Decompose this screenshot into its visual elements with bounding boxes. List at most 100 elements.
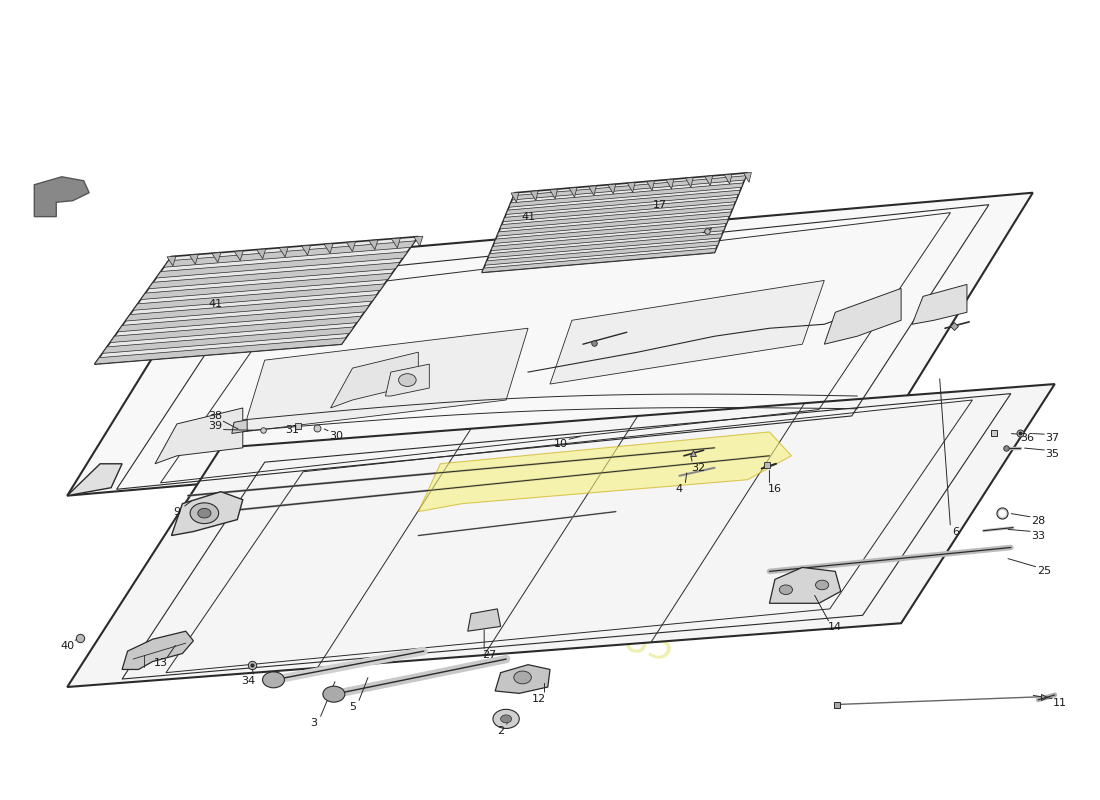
Text: a passion: a passion xyxy=(368,518,557,602)
Text: 6: 6 xyxy=(953,526,959,537)
Polygon shape xyxy=(148,262,400,289)
Polygon shape xyxy=(608,184,616,194)
Polygon shape xyxy=(141,273,393,299)
Text: 12: 12 xyxy=(532,694,546,704)
Polygon shape xyxy=(110,316,362,342)
Polygon shape xyxy=(499,205,735,229)
Text: 2: 2 xyxy=(497,726,504,736)
Polygon shape xyxy=(133,284,385,310)
Text: 40: 40 xyxy=(60,641,75,650)
Polygon shape xyxy=(705,176,713,186)
Polygon shape xyxy=(256,249,266,258)
Text: ces: ces xyxy=(586,366,800,514)
Polygon shape xyxy=(243,328,528,432)
Polygon shape xyxy=(569,187,576,198)
Polygon shape xyxy=(588,186,596,195)
Polygon shape xyxy=(744,173,751,182)
Polygon shape xyxy=(67,193,1033,496)
Polygon shape xyxy=(506,190,740,214)
Circle shape xyxy=(493,710,519,729)
Circle shape xyxy=(190,503,219,523)
Polygon shape xyxy=(102,327,354,354)
Text: 11: 11 xyxy=(1053,698,1067,708)
Text: 41: 41 xyxy=(521,212,535,222)
Polygon shape xyxy=(279,247,288,257)
Polygon shape xyxy=(368,240,378,250)
Polygon shape xyxy=(482,173,748,273)
Polygon shape xyxy=(155,408,243,464)
Text: 3: 3 xyxy=(310,718,318,728)
Text: 13: 13 xyxy=(154,658,167,668)
Text: 4: 4 xyxy=(675,484,683,494)
Circle shape xyxy=(500,715,512,723)
Polygon shape xyxy=(234,250,243,261)
Circle shape xyxy=(323,686,344,702)
Text: 31: 31 xyxy=(285,426,299,435)
Polygon shape xyxy=(95,338,346,364)
Polygon shape xyxy=(530,190,538,201)
Text: 25: 25 xyxy=(1036,566,1050,577)
Text: 39: 39 xyxy=(208,421,222,430)
Polygon shape xyxy=(824,288,901,344)
Text: 35: 35 xyxy=(1045,450,1059,459)
Circle shape xyxy=(263,672,285,688)
Circle shape xyxy=(514,671,531,684)
Polygon shape xyxy=(488,234,723,258)
Polygon shape xyxy=(497,212,732,236)
Polygon shape xyxy=(468,609,500,631)
Text: 14: 14 xyxy=(828,622,843,632)
Polygon shape xyxy=(418,432,791,512)
Polygon shape xyxy=(912,285,967,324)
Polygon shape xyxy=(232,420,248,434)
Text: 36: 36 xyxy=(1021,434,1034,443)
Polygon shape xyxy=(34,177,89,217)
Polygon shape xyxy=(512,192,519,202)
Polygon shape xyxy=(167,256,176,266)
Polygon shape xyxy=(172,492,243,535)
Text: 16: 16 xyxy=(768,484,782,494)
Polygon shape xyxy=(495,665,550,694)
Circle shape xyxy=(198,509,211,518)
Text: 38: 38 xyxy=(208,411,222,421)
Polygon shape xyxy=(485,241,719,265)
Polygon shape xyxy=(331,352,418,408)
Text: 33: 33 xyxy=(1032,530,1045,541)
Polygon shape xyxy=(509,183,744,207)
Polygon shape xyxy=(164,241,416,267)
Text: EuD: EuD xyxy=(443,223,877,497)
Polygon shape xyxy=(550,281,824,384)
Text: 10: 10 xyxy=(554,439,568,449)
Polygon shape xyxy=(491,226,725,250)
Text: 17: 17 xyxy=(652,200,667,210)
Polygon shape xyxy=(414,236,422,246)
Text: 32: 32 xyxy=(691,462,705,473)
Polygon shape xyxy=(212,253,221,262)
Circle shape xyxy=(398,374,416,386)
Polygon shape xyxy=(627,182,635,192)
Circle shape xyxy=(779,585,792,594)
Polygon shape xyxy=(482,248,716,273)
Polygon shape xyxy=(503,198,737,222)
Circle shape xyxy=(815,580,828,590)
Text: 28: 28 xyxy=(1031,516,1045,526)
Text: since 1985: since 1985 xyxy=(464,578,680,669)
Text: 5: 5 xyxy=(349,702,356,712)
Text: 9: 9 xyxy=(174,506,180,517)
Polygon shape xyxy=(122,631,194,670)
Polygon shape xyxy=(118,306,370,332)
Text: 41: 41 xyxy=(208,299,222,310)
Polygon shape xyxy=(494,219,728,243)
Polygon shape xyxy=(156,252,408,278)
Polygon shape xyxy=(685,178,693,187)
Polygon shape xyxy=(324,243,333,254)
Polygon shape xyxy=(769,567,840,603)
Text: 27: 27 xyxy=(483,650,497,660)
Text: 34: 34 xyxy=(241,676,255,686)
Polygon shape xyxy=(301,246,310,255)
Polygon shape xyxy=(125,294,377,321)
Polygon shape xyxy=(67,464,122,496)
Text: 30: 30 xyxy=(329,431,343,441)
Polygon shape xyxy=(550,189,558,199)
Polygon shape xyxy=(647,181,654,190)
Text: 37: 37 xyxy=(1045,434,1059,443)
